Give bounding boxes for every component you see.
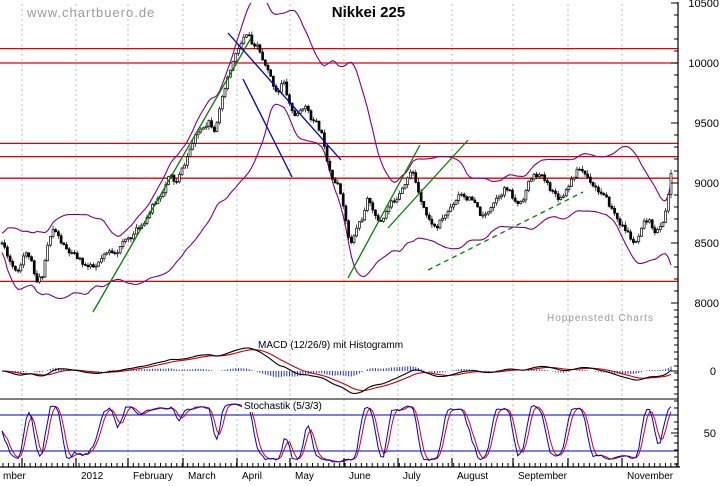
- x-axis-label: mber: [3, 471, 26, 482]
- price-axis-label: 8000: [695, 298, 719, 310]
- price-axis-label: 8500: [695, 238, 719, 250]
- x-axis-label: August: [457, 471, 488, 482]
- x-axis-label: April: [242, 471, 262, 482]
- stochastic-panel: [1, 403, 672, 463]
- chart-title: Nikkei 225: [331, 4, 406, 21]
- macd-panel-label: MACD (12/26/9) mit Histogramm: [258, 340, 404, 351]
- x-axis-label: July: [403, 471, 421, 482]
- gridlines: [21, 4, 623, 467]
- price-axis-label: 10500: [688, 0, 719, 10]
- x-axis-label: 2012: [81, 471, 104, 482]
- brand-label: Hoppenstedt Charts: [547, 313, 654, 324]
- price-axis-label: 9000: [695, 178, 719, 190]
- trend-lines: [92, 32, 584, 313]
- stochastic-levels: [0, 398, 678, 452]
- x-axis-label: May: [295, 471, 314, 482]
- x-axis-label: June: [349, 471, 371, 482]
- macd-zero-label: 0: [710, 366, 716, 378]
- resistance-lines: [0, 47, 678, 283]
- macd-panel: [1, 347, 672, 395]
- price-axis-label: 9500: [695, 118, 719, 130]
- site-watermark: www.chartbuero.de: [27, 5, 156, 20]
- candlesticks: [0, 31, 673, 284]
- x-axis-label: September: [518, 471, 568, 482]
- x-axis-label: November: [627, 471, 674, 482]
- x-axis-label: March: [188, 471, 216, 482]
- price-axis-label: 10000: [688, 58, 719, 70]
- x-axis-label: February: [133, 471, 173, 482]
- stochastic-panel-label: Stochastik (5/3/3): [242, 401, 324, 412]
- stochastic-mid-label: 50: [704, 428, 716, 440]
- bollinger-bands: [1, 3, 672, 299]
